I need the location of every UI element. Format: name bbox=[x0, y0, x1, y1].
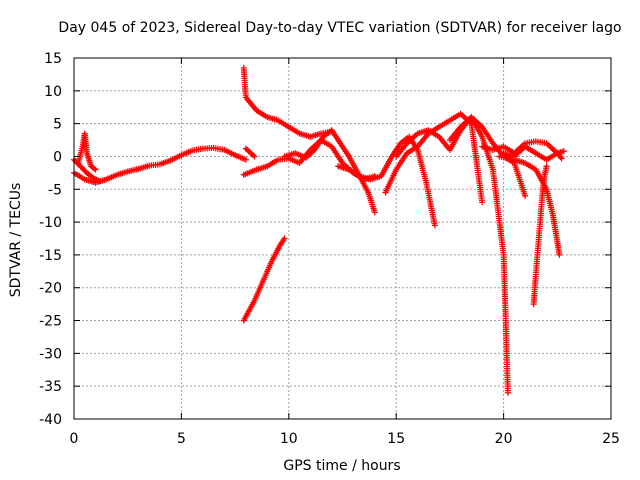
x-tick-label: 0 bbox=[70, 431, 79, 447]
x-axis-label: GPS time / hours bbox=[283, 458, 400, 474]
series-arc-j bbox=[382, 110, 486, 206]
series-arc-o bbox=[496, 153, 563, 258]
chart-title: Day 045 of 2023, Sidereal Day-to-day VTE… bbox=[58, 20, 621, 36]
data-point bbox=[251, 153, 258, 160]
y-axis-label: SDTVAR / TECUs bbox=[8, 183, 24, 298]
plot-frame bbox=[73, 57, 612, 420]
y-tick-label: -30 bbox=[39, 346, 62, 362]
y-tick-label: -40 bbox=[39, 412, 62, 428]
y-tick-labels: 15 10 5 0 -5 -10 -15 -20 -25 -30 -35 -40 bbox=[39, 51, 62, 428]
series-arc-d bbox=[240, 64, 335, 140]
y-tick-label: -20 bbox=[39, 281, 62, 297]
x-tick-labels: 0 5 10 15 20 25 bbox=[70, 431, 620, 447]
y-tick-label: -15 bbox=[39, 248, 62, 264]
data-points-layer bbox=[71, 64, 567, 396]
x-tick-label: 25 bbox=[602, 431, 620, 447]
y-tick-label: 10 bbox=[44, 84, 62, 100]
x-tick-label: 15 bbox=[387, 431, 405, 447]
y-tick-label: 5 bbox=[53, 117, 62, 133]
grid-layer bbox=[74, 58, 611, 419]
ticks-layer bbox=[73, 57, 612, 420]
x-tick-label: 20 bbox=[495, 431, 513, 447]
data-point bbox=[96, 178, 103, 185]
data-point bbox=[242, 156, 249, 163]
data-point bbox=[522, 192, 529, 199]
y-tick-label: -10 bbox=[39, 215, 62, 231]
data-point bbox=[504, 389, 511, 396]
series-arc-c bbox=[75, 130, 99, 173]
y-tick-label: -35 bbox=[39, 379, 62, 395]
series-arc-l bbox=[446, 114, 529, 199]
series-arc-g bbox=[242, 145, 258, 160]
series-arc-p bbox=[530, 163, 550, 308]
y-tick-label: -5 bbox=[48, 182, 62, 198]
data-point bbox=[479, 199, 486, 206]
data-point bbox=[92, 166, 99, 173]
data-point bbox=[558, 155, 565, 162]
y-tick-label: 0 bbox=[53, 149, 62, 165]
data-point bbox=[281, 235, 288, 242]
series-arc-b bbox=[71, 156, 103, 185]
data-point bbox=[543, 163, 550, 170]
data-point bbox=[371, 209, 378, 216]
series-arc-i bbox=[335, 133, 438, 229]
data-point bbox=[431, 222, 438, 229]
x-tick-label: 5 bbox=[177, 431, 186, 447]
series-arc-f bbox=[240, 235, 288, 324]
series-arc-h bbox=[281, 127, 378, 216]
y-tick-label: -25 bbox=[39, 314, 62, 330]
y-tick-label: 15 bbox=[44, 51, 62, 67]
data-point bbox=[560, 148, 567, 155]
data-point bbox=[556, 251, 563, 258]
x-tick-label: 10 bbox=[280, 431, 298, 447]
